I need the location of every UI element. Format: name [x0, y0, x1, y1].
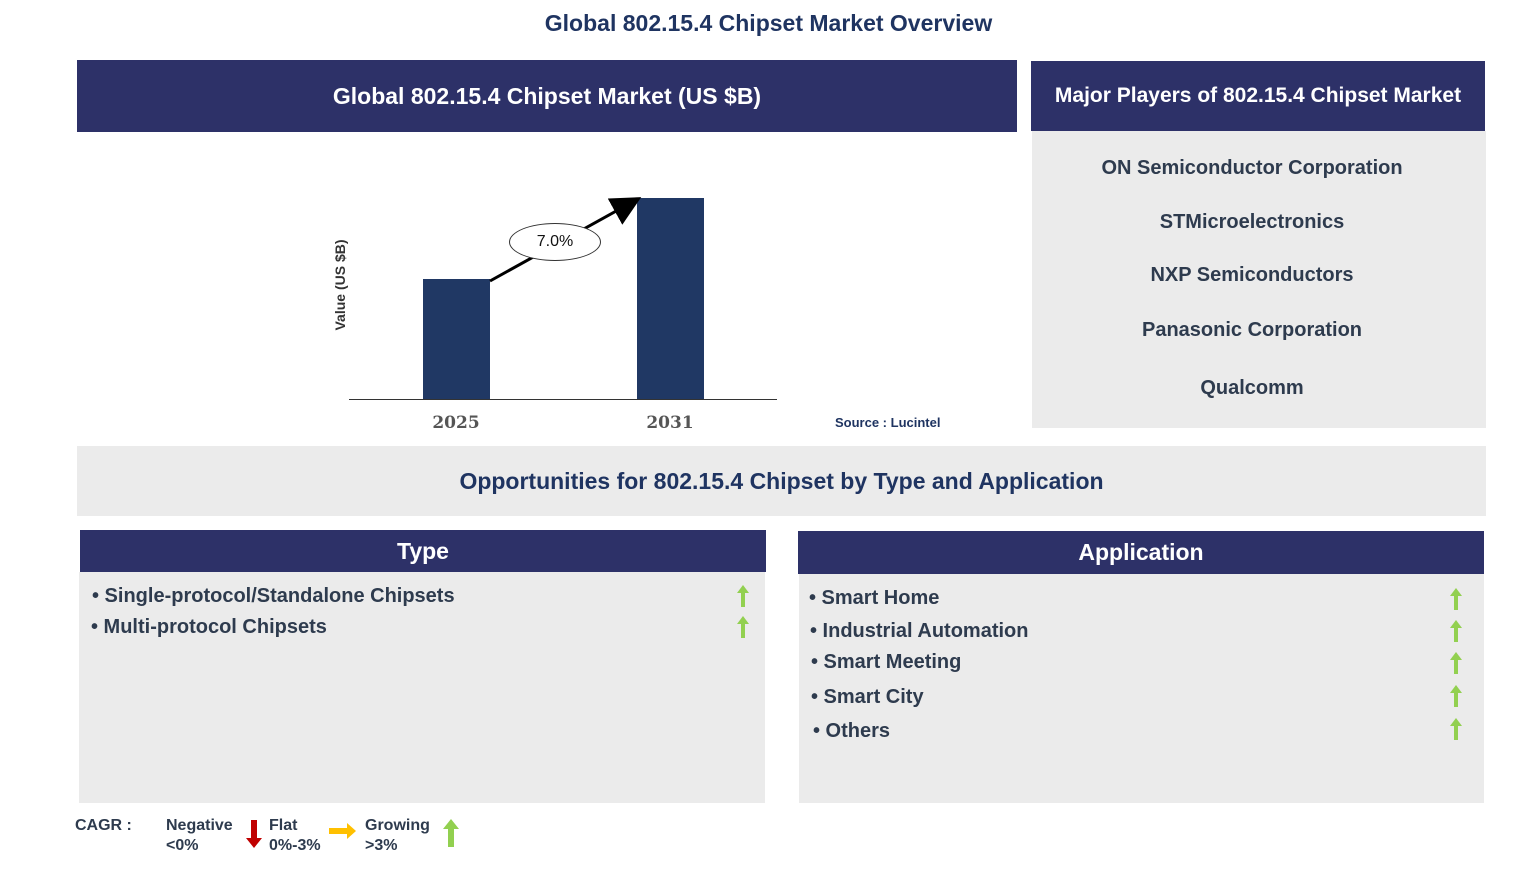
legend-growing: Growing >3%: [365, 816, 430, 856]
legend-negative-label: Negative: [166, 817, 233, 834]
y-axis-label: Value (US $B): [332, 239, 348, 331]
arrow-up-icon: [1450, 620, 1462, 642]
legend-negative-range: <0%: [166, 837, 199, 854]
player-item: NXP Semiconductors: [1150, 264, 1354, 286]
application-list: • Smart Home • Industrial Automation • S…: [799, 574, 1484, 803]
chart-panel-header: Global 802.15.4 Chipset Market (US $B): [77, 60, 1017, 132]
type-item: • Single-protocol/Standalone Chipsets: [92, 585, 455, 607]
x-tick-2031: 2031: [646, 413, 694, 433]
arrow-up-icon: [737, 585, 749, 607]
type-header: Type: [80, 530, 766, 572]
legend-flat: Flat 0%-3%: [269, 816, 321, 856]
player-item: STMicroelectronics: [1159, 211, 1345, 233]
legend-flat-range: 0%-3%: [269, 837, 321, 854]
arrow-right-icon: [329, 823, 356, 839]
opportunities-title: Opportunities for 802.15.4 Chipset by Ty…: [77, 446, 1486, 516]
player-item: ON Semiconductor Corporation: [1101, 157, 1403, 179]
cagr-annotation: 7.0%: [509, 223, 601, 261]
market-bar-chart: 2025 2031: [300, 180, 980, 440]
arrow-down-icon: [246, 820, 262, 848]
arrow-up-icon: [1450, 588, 1462, 610]
players-header: Major Players of 802.15.4 Chipset Market: [1031, 61, 1485, 131]
type-list: • Single-protocol/Standalone Chipsets • …: [79, 572, 765, 803]
arrow-up-icon: [737, 616, 749, 638]
bar-2025: [423, 279, 490, 399]
application-item: • Smart Home: [809, 587, 940, 609]
arrow-up-icon: [1450, 685, 1462, 707]
legend-growing-label: Growing: [365, 817, 430, 834]
legend-negative: Negative <0%: [166, 816, 233, 856]
application-header: Application: [798, 531, 1484, 574]
application-item: • Smart Meeting: [811, 651, 962, 673]
application-item: • Others: [813, 720, 891, 742]
x-tick-2025: 2025: [432, 413, 480, 433]
bar-2031: [637, 198, 704, 399]
player-item: Qualcomm: [1200, 377, 1304, 399]
players-list: ON Semiconductor Corporation STMicroelec…: [1032, 131, 1486, 428]
arrow-up-icon: [1450, 652, 1462, 674]
application-item: • Smart City: [811, 686, 924, 708]
source-note: Source : Lucintel: [835, 415, 941, 430]
x-axis-line: [349, 399, 777, 400]
legend-flat-label: Flat: [269, 817, 298, 834]
arrow-up-icon: [1450, 718, 1462, 740]
legend-title: CAGR :: [75, 817, 132, 834]
legend-growing-range: >3%: [365, 837, 398, 854]
type-item: • Multi-protocol Chipsets: [91, 616, 327, 638]
player-item: Panasonic Corporation: [1141, 319, 1363, 341]
arrow-up-icon: [443, 819, 459, 847]
cagr-arrow-icon: [489, 197, 642, 283]
application-item: • Industrial Automation: [810, 620, 1029, 642]
page-title: Global 802.15.4 Chipset Market Overview: [544, 10, 993, 36]
